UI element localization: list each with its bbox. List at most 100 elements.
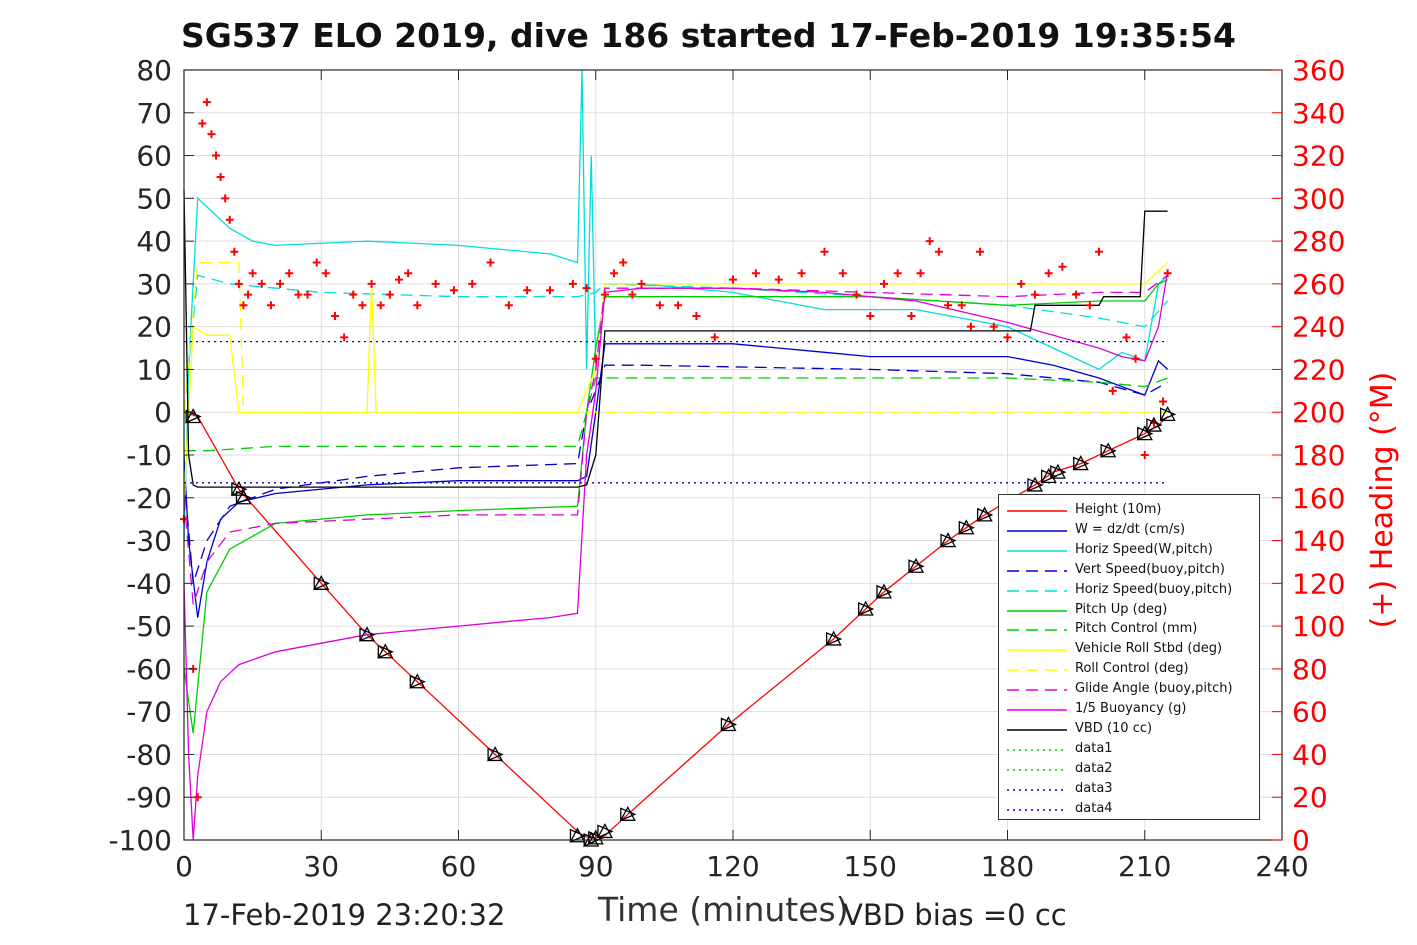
legend-item: Horiz Speed(buoy,pitch) [999, 581, 1259, 601]
heading-point [212, 151, 221, 160]
y-left-tick-label: 50 [136, 182, 172, 215]
x-tick-label: 180 [981, 850, 1034, 883]
legend-swatch [1007, 589, 1067, 592]
axes: 0 30 60 90 120 150 180 210 240-100-90-80-70-60-5… [108, 54, 1345, 883]
heading-point [729, 275, 737, 284]
y-left-tick-label: -30 [126, 525, 172, 558]
legend-swatch [1007, 768, 1067, 771]
heading-point [1159, 397, 1168, 406]
heading-point [925, 237, 934, 246]
dive-marker [875, 583, 893, 599]
legend-swatch [1007, 569, 1067, 572]
y-right-tick-label: 20 [1292, 781, 1328, 814]
y-right-tick-label: 160 [1292, 482, 1345, 515]
legend-label: data3 [1075, 780, 1113, 796]
y-left-tick-label: 70 [136, 97, 172, 130]
dive-marker [313, 574, 330, 591]
heading-point [820, 247, 829, 256]
y-right-tick-label: 40 [1292, 738, 1328, 771]
heading-point [349, 290, 358, 299]
heading-point [751, 269, 760, 278]
heading-point [523, 286, 532, 295]
legend-item: W = dz/dt (cm/s) [999, 521, 1259, 541]
legend-item: Glide Angle (buoy,pitch) [999, 680, 1259, 700]
x-tick-label: 30 [303, 850, 339, 883]
heading-point [1003, 333, 1012, 342]
y-right-tick-label: 220 [1292, 353, 1345, 386]
legend-label: data2 [1075, 760, 1113, 776]
legend-swatch [1007, 669, 1067, 671]
heading-point [610, 269, 619, 278]
heading-point [546, 286, 554, 295]
heading-point [321, 269, 330, 278]
legend-swatch [1007, 629, 1067, 632]
heading-point [1044, 269, 1053, 278]
legend-item: 1/5 Buoyancy (g) [999, 700, 1259, 720]
dive-marker [185, 408, 202, 424]
legend-item: Vehicle Roll Stbd (deg) [999, 640, 1259, 660]
heading-point [866, 311, 875, 320]
heading-point [1108, 386, 1117, 395]
x-tick-label: 60 [441, 850, 477, 883]
y-left-tick-label: -50 [126, 610, 172, 643]
y-left-tick-label: 40 [136, 225, 172, 258]
heading-point [486, 258, 495, 267]
y-left-tick-label: 20 [136, 311, 172, 344]
heading-point [294, 290, 303, 299]
series-horiz-speed-w-pitch [183, 69, 1169, 541]
heading-point [395, 275, 404, 284]
legend-label: Roll Control (deg) [1075, 661, 1189, 677]
heading-point [916, 269, 925, 278]
heading-point [934, 247, 943, 256]
y-left-tick-label: -10 [126, 439, 172, 472]
legend-swatch [1007, 788, 1067, 791]
legend-label: Pitch Control (mm) [1075, 621, 1198, 637]
heading-point [1058, 262, 1067, 271]
dive-marker [825, 630, 843, 646]
heading-point [944, 301, 953, 310]
legend-item: data3 [999, 780, 1259, 800]
heading-point [1140, 451, 1149, 459]
legend: Height (10m) W = dz/dt (cm/s) Horiz Speed(… [998, 494, 1260, 820]
dive-marker [976, 506, 994, 522]
heading-point [852, 290, 861, 299]
dive-marker [907, 557, 925, 574]
legend-item: Roll Control (deg) [999, 660, 1259, 680]
y-right-tick-label: 240 [1292, 311, 1345, 344]
y-left-tick-label: -90 [126, 781, 172, 814]
legend-label: Glide Angle (buoy,pitch) [1075, 681, 1233, 697]
heading-point [619, 258, 628, 267]
legend-item: data2 [999, 760, 1259, 780]
dive-marker [596, 823, 614, 839]
heading-point [774, 275, 783, 284]
legend-label: Horiz Speed(W,pitch) [1075, 541, 1213, 557]
heading-point [710, 333, 719, 342]
y-right-tick-label: 280 [1292, 225, 1345, 258]
y-right-tick-label: 100 [1292, 610, 1345, 643]
series-roll-control-deg [183, 261, 1168, 413]
heading-point [449, 286, 458, 295]
legend-item: Vert Speed(buoy,pitch) [999, 561, 1259, 581]
y-left-tick-label: -20 [126, 482, 172, 515]
heading-point [244, 290, 253, 299]
heading-point [221, 194, 230, 203]
series-vehicle-roll-stbd-deg [183, 262, 1169, 498]
heading-point [989, 322, 998, 331]
legend-label: Pitch Up (deg) [1075, 601, 1168, 617]
dive-marker [1136, 425, 1154, 441]
legend-swatch [1007, 609, 1067, 612]
heading-point [303, 290, 312, 299]
legend-item: data1 [999, 740, 1259, 760]
dive-marker [857, 600, 875, 616]
heading-point [838, 269, 847, 278]
dive-marker [939, 532, 957, 548]
legend-swatch [1007, 550, 1067, 552]
dive-marker [1145, 416, 1163, 433]
y-right-tick-label: 300 [1292, 182, 1345, 215]
heading-point [591, 354, 600, 363]
legend-swatch [1007, 510, 1067, 512]
legend-swatch [1007, 689, 1067, 691]
y-right-tick-label: 320 [1292, 140, 1345, 173]
legend-swatch [1007, 709, 1067, 711]
y-right-tick-label: 200 [1292, 396, 1345, 429]
